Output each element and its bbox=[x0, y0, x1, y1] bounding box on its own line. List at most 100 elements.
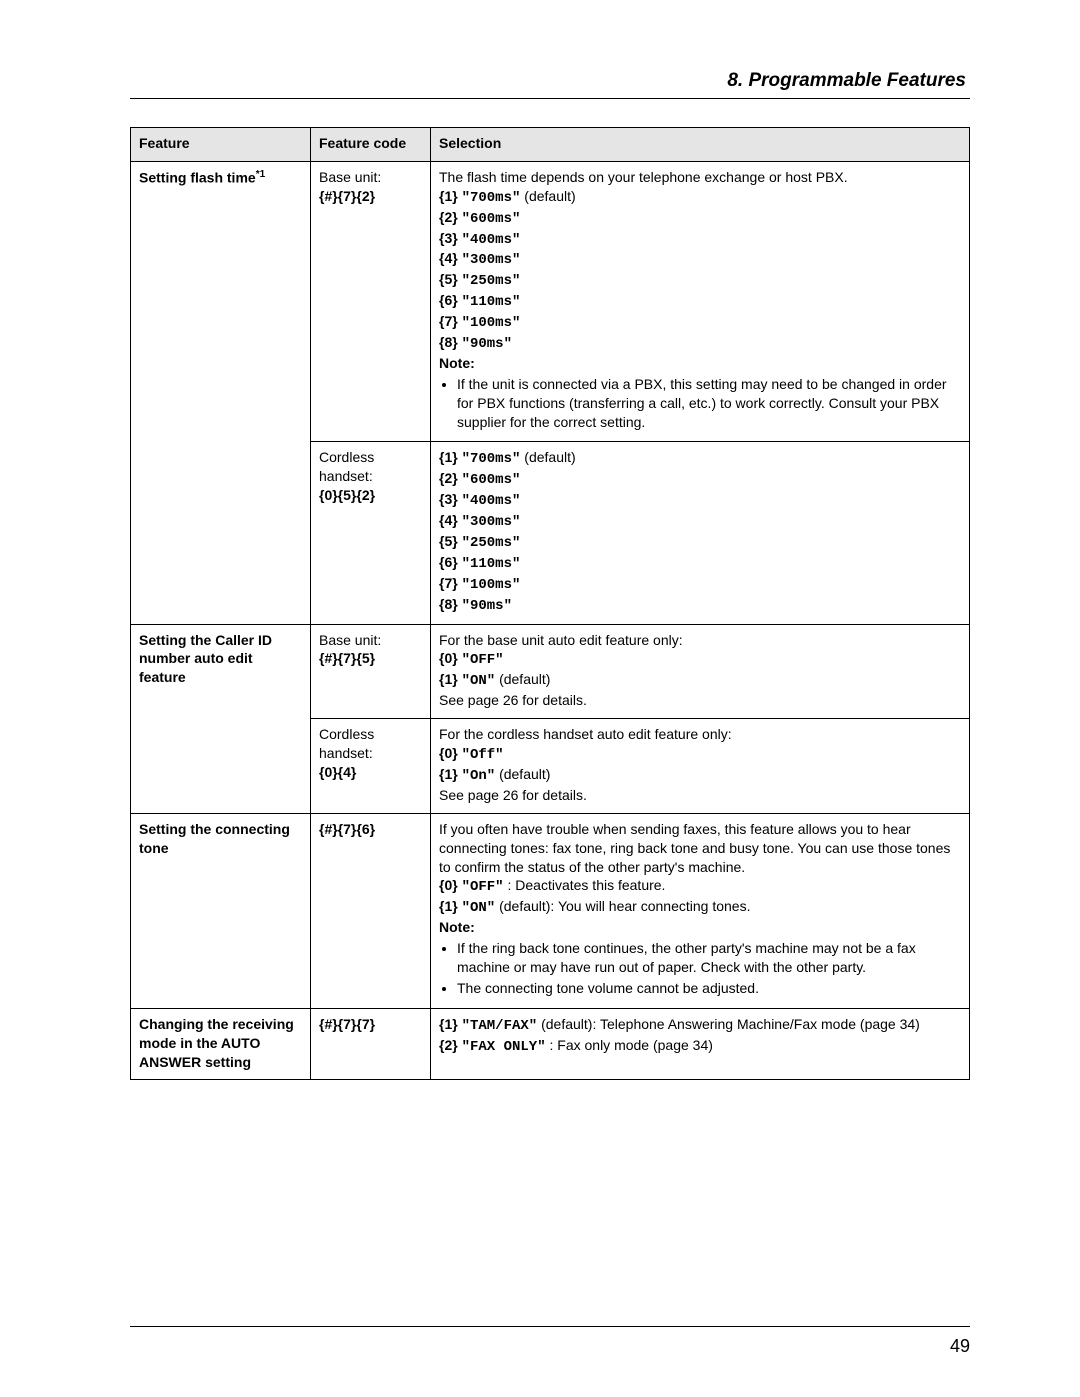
selection-cell: If you often have trouble when sending f… bbox=[431, 813, 970, 1008]
code-cell: Cordless handset: {0}{5}{2} bbox=[311, 442, 431, 624]
feature-cell: Setting the Caller ID number auto edit f… bbox=[131, 624, 311, 813]
option-value: "100ms" bbox=[462, 315, 521, 331]
note-bullet: If the unit is connected via a PBX, this… bbox=[457, 375, 961, 432]
feature-cell: Changing the receiving mode in the AUTO … bbox=[131, 1008, 311, 1080]
option-suffix: (default) bbox=[520, 449, 575, 465]
option-value: "ON" bbox=[462, 673, 496, 689]
col-feature: Feature bbox=[131, 128, 311, 162]
feature-code: {#}{7}{2} bbox=[319, 188, 375, 204]
option-key: {1} bbox=[439, 898, 458, 914]
option-value: "400ms" bbox=[462, 493, 521, 509]
code-cell: Base unit: {#}{7}{5} bbox=[311, 624, 431, 719]
option-suffix: (default): You will hear connecting tone… bbox=[499, 898, 750, 914]
code-cell: {#}{7}{7} bbox=[311, 1008, 431, 1080]
option-value: "90ms" bbox=[462, 336, 512, 352]
selection-cell: For the base unit auto edit feature only… bbox=[431, 624, 970, 719]
page: 8. Programmable Features Feature Feature… bbox=[0, 0, 1080, 1397]
selection-intro: If you often have trouble when sending f… bbox=[439, 820, 961, 877]
option-key: {3} bbox=[439, 491, 458, 507]
option-line: {5} "250ms" bbox=[439, 270, 961, 291]
option-value: "OFF" bbox=[462, 652, 504, 668]
option-value: "600ms" bbox=[462, 211, 521, 227]
table-row: Setting flash time*1 Base unit: {#}{7}{2… bbox=[131, 161, 970, 442]
feature-name: Setting flash time bbox=[139, 170, 256, 186]
option-line: {3} "400ms" bbox=[439, 490, 961, 511]
option-value: "700ms" bbox=[462, 451, 521, 467]
option-value: "600ms" bbox=[462, 472, 521, 488]
option-line: {4} "300ms" bbox=[439, 511, 961, 532]
option-value: "TAM/FAX" bbox=[462, 1018, 538, 1034]
table-row: Setting the connecting tone {#}{7}{6} If… bbox=[131, 813, 970, 1008]
selection-trailer: See page 26 for details. bbox=[439, 786, 961, 805]
option-line: {0} "OFF" bbox=[439, 649, 961, 670]
option-key: {1} bbox=[439, 1016, 458, 1032]
feature-code: {#}{7}{7} bbox=[319, 1016, 375, 1032]
option-line: {8} "90ms" bbox=[439, 333, 961, 354]
code-cell: {#}{7}{6} bbox=[311, 813, 431, 1008]
footer-rule bbox=[130, 1326, 970, 1327]
note-list: If the unit is connected via a PBX, this… bbox=[439, 375, 961, 432]
option-suffix: (default) bbox=[520, 188, 575, 204]
option-value: "300ms" bbox=[462, 514, 521, 530]
selection-intro: For the cordless handset auto edit featu… bbox=[439, 725, 961, 744]
feature-code: {#}{7}{6} bbox=[319, 821, 375, 837]
device-label: Base unit: bbox=[319, 169, 381, 185]
option-value: "90ms" bbox=[462, 598, 512, 614]
option-value: "250ms" bbox=[462, 273, 521, 289]
option-value: "100ms" bbox=[462, 577, 521, 593]
option-line: {7} "100ms" bbox=[439, 312, 961, 333]
option-suffix: : Deactivates this feature. bbox=[507, 877, 665, 893]
option-suffix: (default): Telephone Answering Machine/F… bbox=[541, 1016, 920, 1032]
note-list: If the ring back tone continues, the oth… bbox=[439, 939, 961, 998]
option-line: {5} "250ms" bbox=[439, 532, 961, 553]
table-row: Setting the Caller ID number auto edit f… bbox=[131, 624, 970, 719]
option-key: {0} bbox=[439, 745, 458, 761]
table-header-row: Feature Feature code Selection bbox=[131, 128, 970, 162]
option-value: "300ms" bbox=[462, 252, 521, 268]
option-value: "250ms" bbox=[462, 535, 521, 551]
option-line: {8} "90ms" bbox=[439, 595, 961, 616]
feature-cell: Setting the connecting tone bbox=[131, 813, 311, 1008]
option-key: {2} bbox=[439, 470, 458, 486]
chapter-title: 8. Programmable Features bbox=[130, 70, 970, 92]
option-key: {0} bbox=[439, 650, 458, 666]
col-code: Feature code bbox=[311, 128, 431, 162]
option-key: {3} bbox=[439, 230, 458, 246]
option-key: {0} bbox=[439, 877, 458, 893]
option-value: "Off" bbox=[462, 747, 504, 763]
option-line: {7} "100ms" bbox=[439, 574, 961, 595]
option-key: {7} bbox=[439, 575, 458, 591]
selection-cell: For the cordless handset auto edit featu… bbox=[431, 719, 970, 814]
option-value: "ON" bbox=[462, 900, 496, 916]
option-key: {4} bbox=[439, 250, 458, 266]
option-key: {7} bbox=[439, 313, 458, 329]
note-bullet: If the ring back tone continues, the oth… bbox=[457, 939, 961, 977]
option-line: {1} "700ms" (default) bbox=[439, 187, 961, 208]
code-cell: Cordless handset: {0}{4} bbox=[311, 719, 431, 814]
col-selection: Selection bbox=[431, 128, 970, 162]
option-line: {1} "700ms" (default) bbox=[439, 448, 961, 469]
note-bullet: The connecting tone volume cannot be adj… bbox=[457, 979, 961, 998]
selection-cell: The flash time depends on your telephone… bbox=[431, 161, 970, 442]
option-value: "FAX ONLY" bbox=[462, 1039, 546, 1055]
option-line: {1} "On" (default) bbox=[439, 765, 961, 786]
option-line: {0} "Off" bbox=[439, 744, 961, 765]
option-key: {1} bbox=[439, 671, 458, 687]
option-value: "110ms" bbox=[462, 556, 521, 572]
selection-intro: The flash time depends on your telephone… bbox=[439, 168, 961, 187]
option-key: {1} bbox=[439, 449, 458, 465]
option-suffix: (default) bbox=[495, 671, 550, 687]
feature-code: {#}{7}{5} bbox=[319, 650, 375, 666]
table-row: Changing the receiving mode in the AUTO … bbox=[131, 1008, 970, 1080]
option-value: "110ms" bbox=[462, 294, 521, 310]
option-key: {5} bbox=[439, 533, 458, 549]
page-number: 49 bbox=[950, 1336, 970, 1357]
device-label: Base unit: bbox=[319, 632, 381, 648]
selection-cell: {1} "TAM/FAX" (default): Telephone Answe… bbox=[431, 1008, 970, 1080]
option-line: {1} "TAM/FAX" (default): Telephone Answe… bbox=[439, 1015, 961, 1036]
selection-intro: For the base unit auto edit feature only… bbox=[439, 631, 961, 650]
device-label: Cordless handset: bbox=[319, 726, 374, 761]
option-key: {6} bbox=[439, 292, 458, 308]
option-key: {6} bbox=[439, 554, 458, 570]
option-key: {1} bbox=[439, 188, 458, 204]
